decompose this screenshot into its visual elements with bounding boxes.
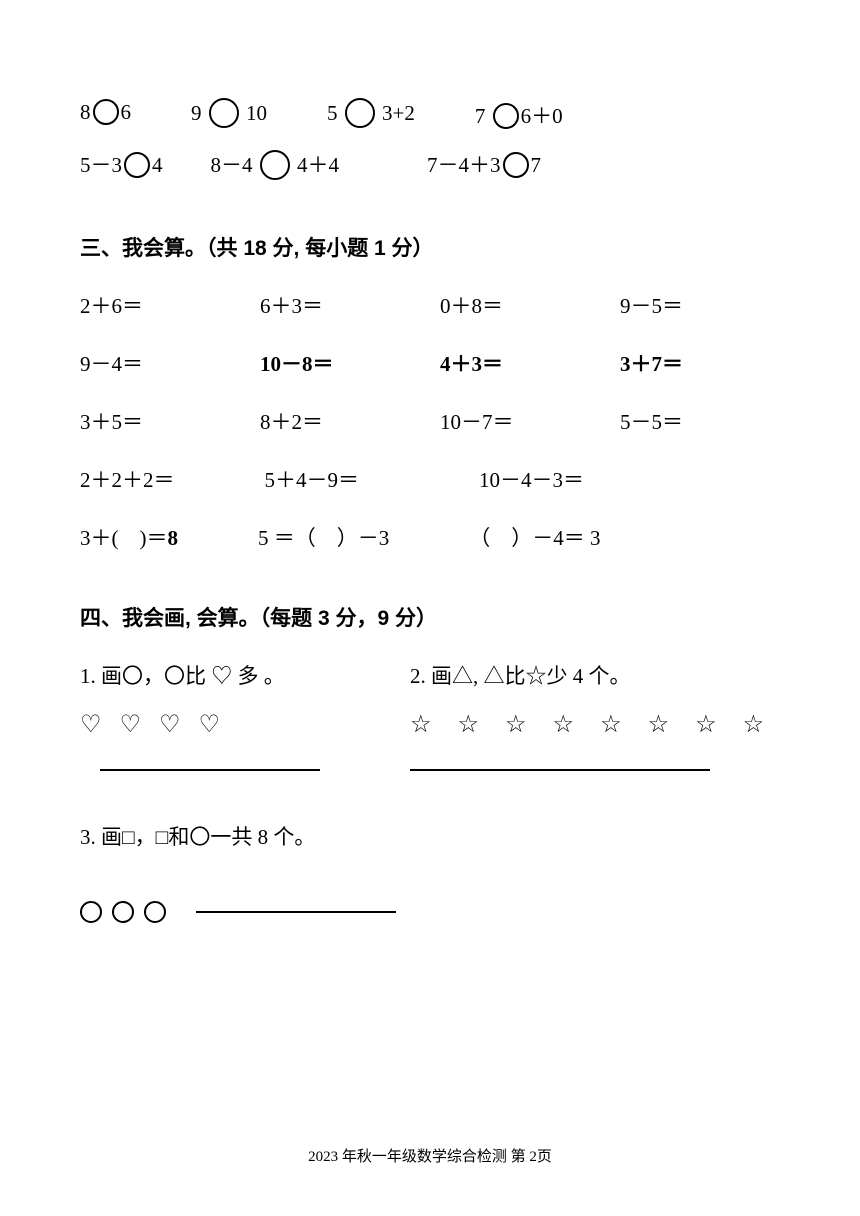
calc-item: 2＋6＝ [80,290,240,320]
calc-item: 2＋2＋2＝ [80,464,175,494]
compare-item: 9 10 [191,100,267,131]
compare-left: 5－3 [80,153,122,177]
compare-circle [260,150,290,180]
compare-right: 10 [246,101,267,125]
compare-right: 6 [121,100,132,124]
q4-q1: 1. 画〇，〇比 ♡ 多 。 [80,660,410,690]
q4-q2: 2. 画△, △比☆少 4 个。 [410,660,780,690]
answer-line-1 [100,769,320,771]
compare-item: 7 6＋0 [475,100,563,131]
compare-left: 7－4＋3 [427,153,501,177]
compare-item: 5 3+2 [327,100,415,131]
circle-shape [80,901,102,923]
compare-right: 4＋4 [297,153,339,177]
compare-item: 8－4 4＋4 [211,149,340,182]
compare-left: 8－4 [211,153,253,177]
compare-left: 7 [475,104,486,128]
calc-item: 4＋3＝ [440,348,600,378]
comparison-row-2: 5－3 4 8－4 4＋4 7－4＋3 7 [80,149,780,182]
calc-item: 5＋4－9＝ [265,464,360,494]
compare-right: 4 [152,153,163,177]
compare-circle [345,98,375,128]
calc-item: 10－8＝ [260,348,420,378]
calc-item: 3＋5＝ [80,406,240,436]
calc-item: 9－4＝ [80,348,240,378]
compare-circle [124,152,150,178]
calc-row-four: 3＋( )＝8 5 ＝（ ）－3 （ ）－4＝ 3 [80,522,780,552]
compare-item: 86 [80,100,131,131]
compare-circle [93,99,119,125]
answer-line-3 [196,911,396,913]
page-footer: 2023 年秋一年级数学综合检测 第 2页 [0,1145,860,1166]
calc-item: 3＋7＝ [620,348,780,378]
compare-item: 7－4＋3 7 [427,149,541,182]
q3-shapes-row [80,901,780,923]
calc-item: 0＋8＝ [440,290,600,320]
answer-lines [80,769,780,771]
section-3-title: 三、我会算。（共 18 分, 每小题 1 分） [80,232,780,262]
q4-q3: 3. 画□，□和〇一共 8 个。 [80,821,780,851]
calc-item: （ ）－4＝ 3 [469,522,600,552]
stars-shapes: ☆ ☆ ☆ ☆ ☆ ☆ ☆ ☆ [410,710,780,739]
calculation-grid: 2＋6＝ 6＋3＝ 0＋8＝ 9－5＝ 9－4＝ 10－8＝ 4＋3＝ 3＋7＝… [80,290,780,436]
calc-item: 8＋2＝ [260,406,420,436]
compare-left: 9 [191,101,202,125]
calc-item: 3＋( )＝8 [80,522,178,552]
compare-right: 3+2 [382,101,415,125]
compare-circle [209,98,239,128]
compare-circle [503,152,529,178]
calc-item: 9－5＝ [620,290,780,320]
compare-left: 8 [80,100,91,124]
q4-questions: 1. 画〇，〇比 ♡ 多 。 2. 画△, △比☆少 4 个。 [80,660,780,690]
comparison-row-1: 86 9 10 5 3+2 7 6＋0 [80,100,780,131]
answer-line-2 [410,769,710,771]
compare-item: 5－3 4 [80,149,163,182]
compare-circle [493,103,519,129]
circle-shape [144,901,166,923]
calc-item: 10－7＝ [440,406,600,436]
calc-item: 10－4－3＝ [479,464,584,494]
hearts-shapes: ♡ ♡ ♡ ♡ [80,710,410,739]
section-4-title: 四、我会画, 会算。（每题 3 分，9 分） [80,602,780,632]
calc-item: 6＋3＝ [260,290,420,320]
circle-shape [112,901,134,923]
calc-item: 5 ＝（ ）－3 [258,522,389,552]
compare-right: 6＋0 [521,104,563,128]
shapes-row: ♡ ♡ ♡ ♡ ☆ ☆ ☆ ☆ ☆ ☆ ☆ ☆ [80,710,780,739]
compare-left: 5 [327,101,338,125]
compare-right: 7 [531,153,542,177]
calc-item: 5－5＝ [620,406,780,436]
calc-row-three: 2＋2＋2＝ 5＋4－9＝ 10－4－3＝ [80,464,780,494]
